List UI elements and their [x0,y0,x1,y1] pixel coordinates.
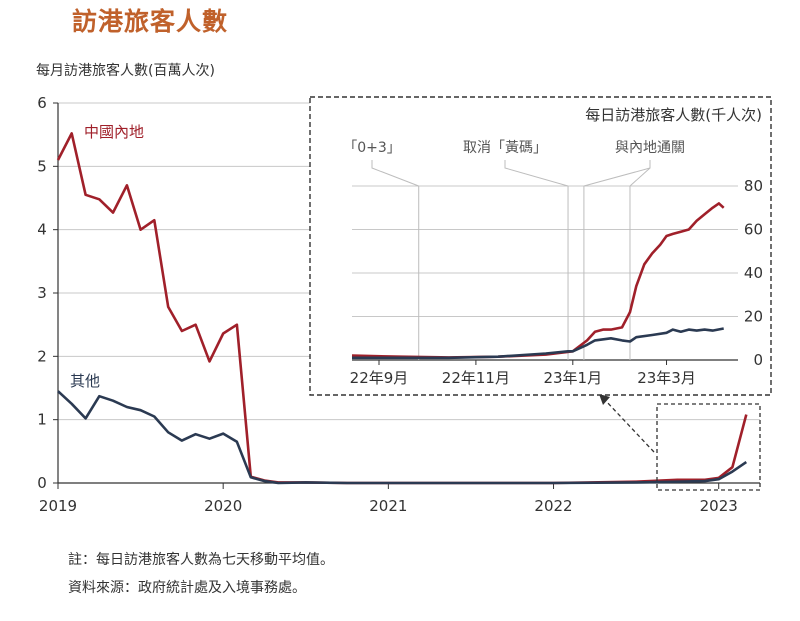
inset-y-tick-label: 20 [744,308,763,326]
inset-x-tick-label: 23年3月 [637,369,696,387]
inset-x-tick-label: 23年1月 [543,369,602,387]
y-tick-label: 3 [37,284,47,302]
legend-others: 其他 [70,372,100,390]
event-leader [629,160,651,187]
inset-y-axis-label: 每日訪港旅客人數(千人次) [585,106,762,124]
x-tick-label: 2020 [204,497,242,515]
inset-y-tick-label: 0 [753,351,763,369]
event-leader [371,160,419,187]
main-y-axis-label: 每月訪港旅客人數(百萬人次) [36,63,215,79]
inset-y-tick-label: 80 [744,177,763,195]
x-tick-label: 2021 [369,497,407,515]
inset-series-others-line [352,327,724,360]
inset-chart: 每日訪港旅客人數(千人次) 0 20 40 60 80 22年9月 22年11月 23年1月 23… [309,96,772,396]
zoom-arrowhead [599,394,610,405]
inset-frame [309,96,772,396]
event-label: 「0+3」 [343,140,401,156]
y-tick-label: 1 [37,411,47,429]
main-tick-labels: 0 1 2 3 4 5 6 2019 2020 2021 2022 2023 [37,94,738,515]
x-tick-label: 2022 [534,497,572,515]
event-leader [504,160,569,187]
chart-title: 訪港旅客人數 [72,7,229,36]
inset-y-tick-label: 60 [744,221,763,239]
zoom-callout [599,394,761,491]
y-tick-label: 6 [37,94,47,112]
zoom-box [656,403,761,491]
source-note: 資料來源：政府統計處及入境事務處。 [68,580,306,596]
y-tick-label: 0 [37,474,47,492]
x-tick-label: 2023 [700,497,738,515]
event-label: 與內地通關 [615,140,685,156]
legend-mainland: 中國內地 [84,123,144,141]
inset-x-tick-label: 22年11月 [442,369,510,387]
zoom-connector [604,399,655,453]
y-tick-label: 5 [37,157,47,175]
y-tick-label: 4 [37,221,47,239]
inset-y-tick-label: 40 [744,264,763,282]
footnote: 註：每日訪港旅客人數為七天移動平均值。 [68,552,334,568]
event-label: 取消「黃碼」 [463,140,547,156]
inset-x-tick-label: 22年9月 [350,369,409,387]
x-tick-label: 2019 [39,497,77,515]
series-others-line [57,390,748,485]
y-tick-label: 2 [37,347,47,365]
